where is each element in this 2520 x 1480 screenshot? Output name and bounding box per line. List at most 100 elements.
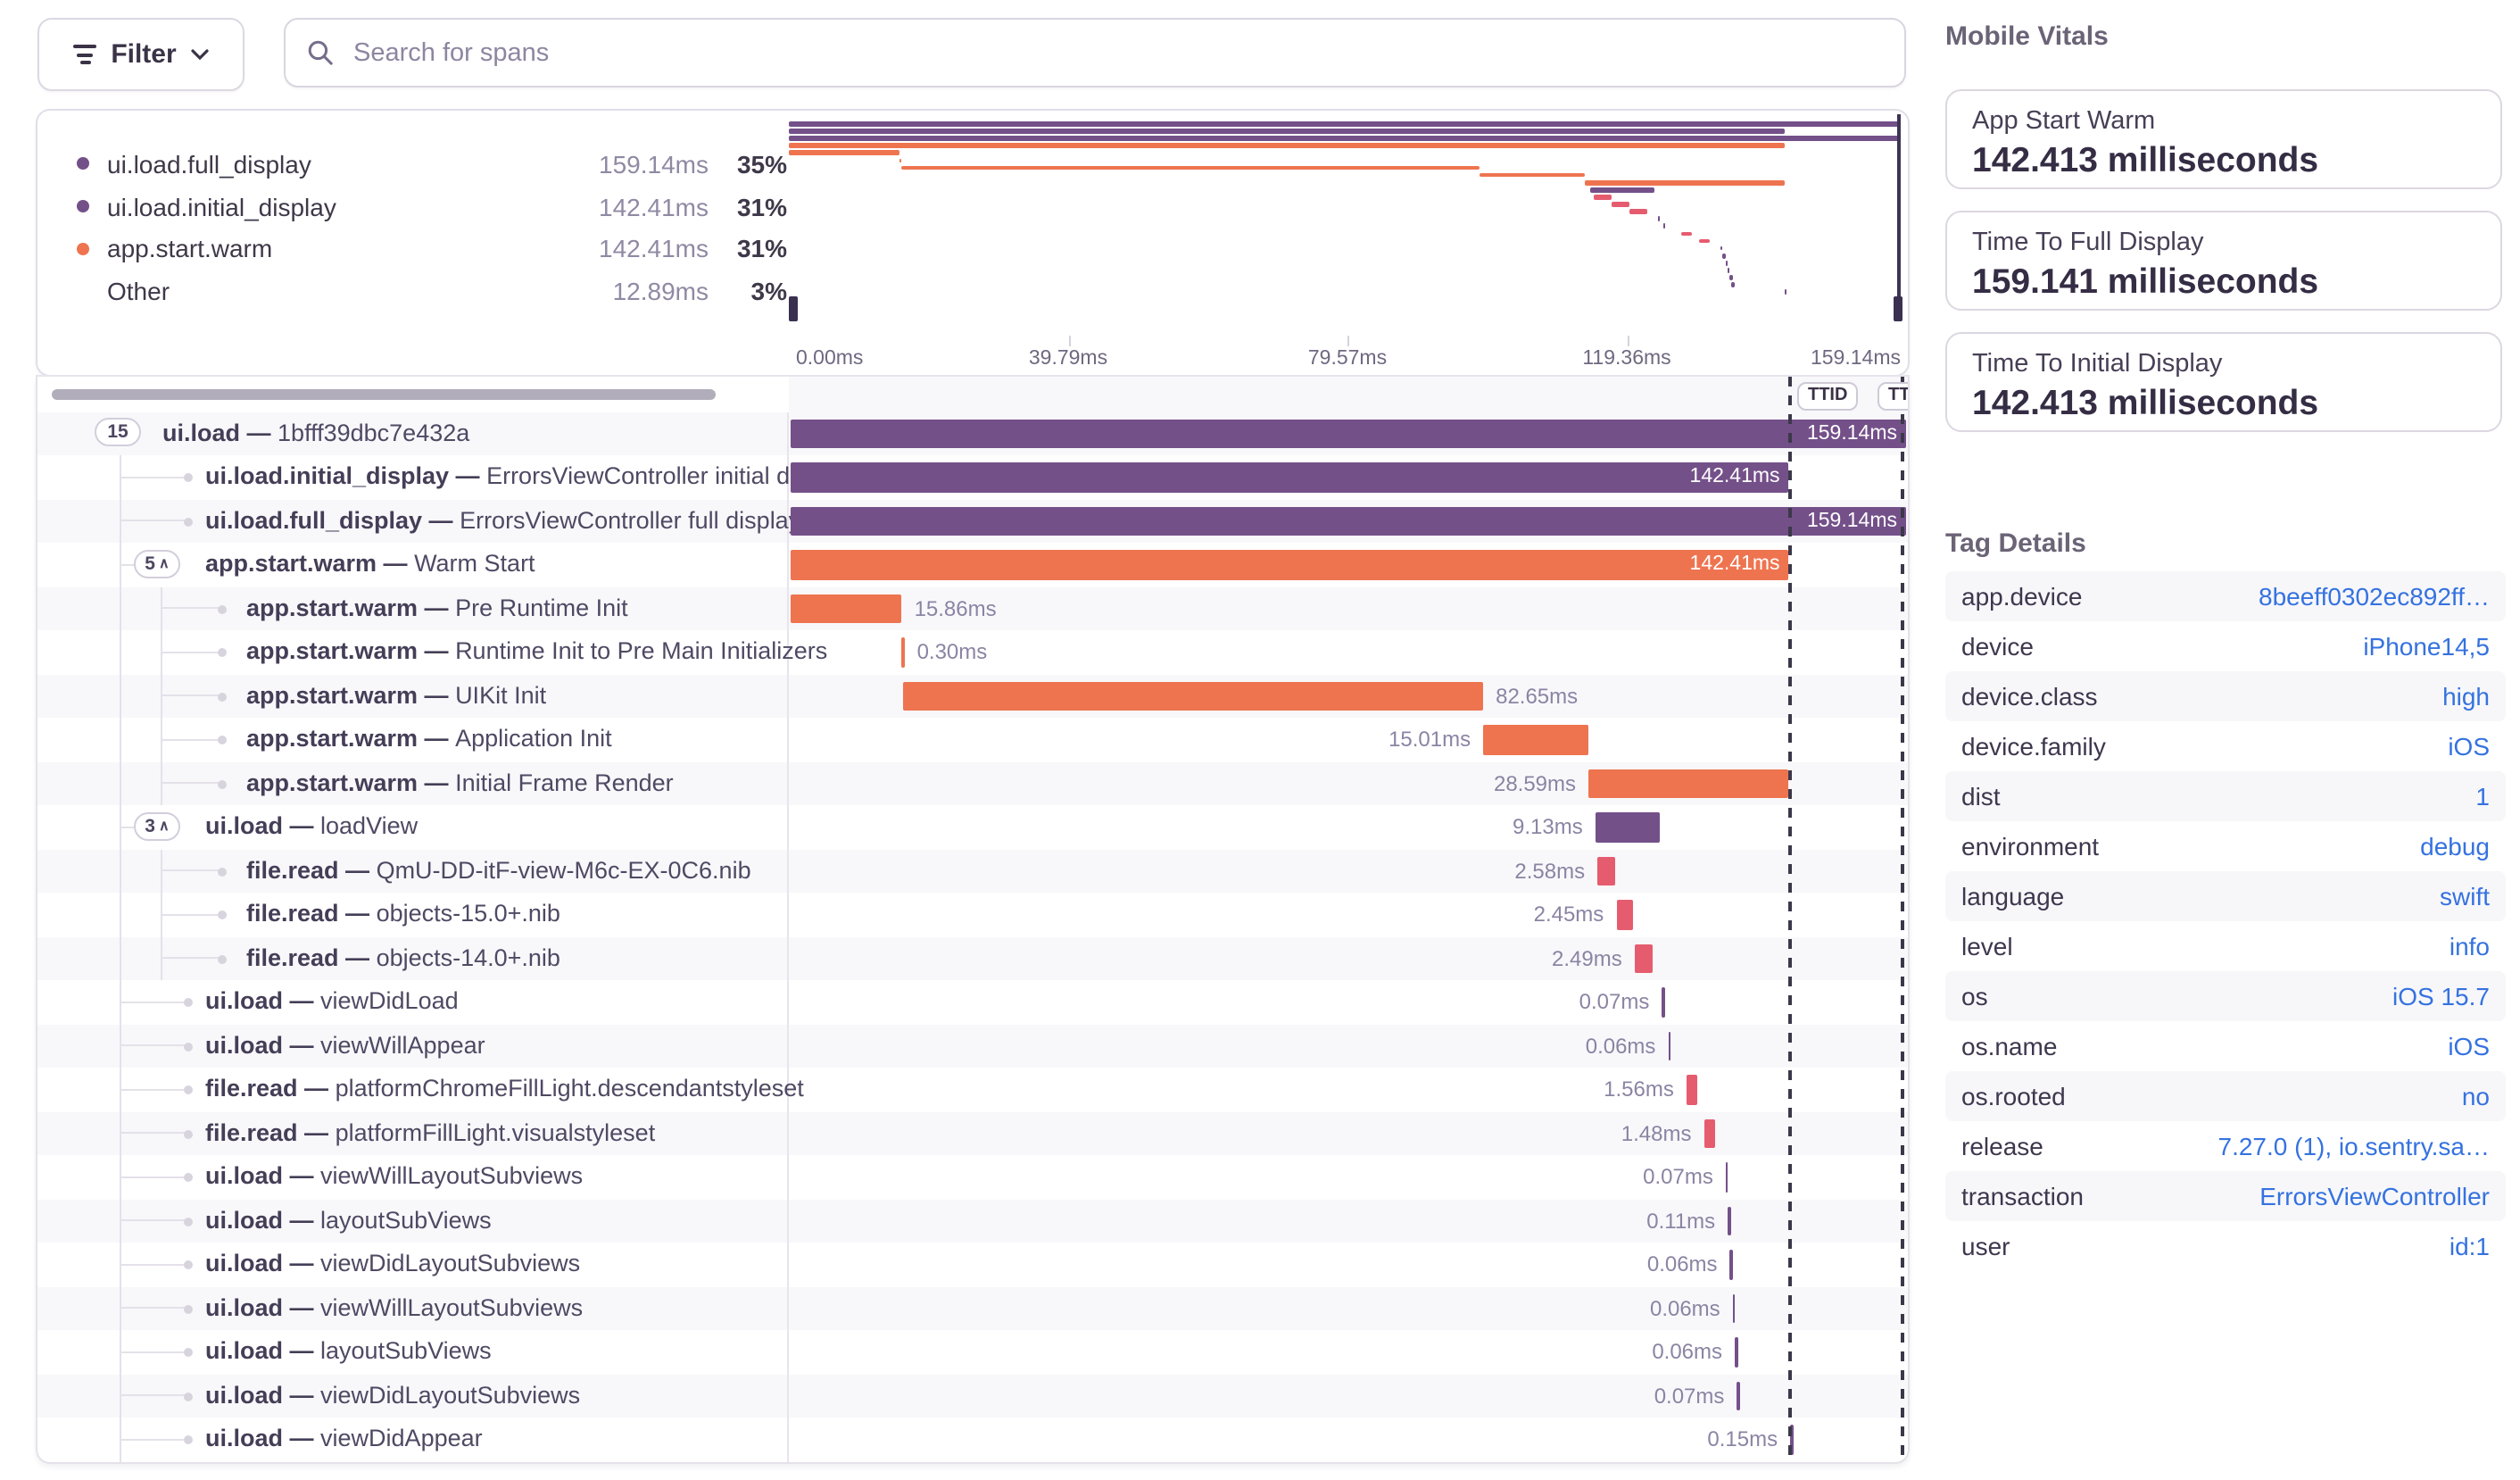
span-duration-bar[interactable]	[1616, 900, 1634, 929]
span-tree-cell[interactable]: ui.load — viewDidLayoutSubviews	[37, 1243, 789, 1286]
span-duration-bar[interactable]	[791, 594, 902, 623]
minimap-left-handle[interactable]	[789, 296, 797, 321]
tag-value-link[interactable]: swift	[2440, 882, 2490, 910]
span-duration-bar[interactable]	[1668, 1031, 1671, 1060]
ttfd-marker-pill[interactable]: TTFD	[1878, 381, 1908, 410]
tag-value-link[interactable]: iOS 15.7	[2392, 982, 2490, 1010]
filter-button[interactable]: Filter	[37, 18, 245, 91]
span-tree-cell[interactable]: ui.load — viewDidAppear	[37, 1418, 789, 1461]
span-duration-bar[interactable]	[1686, 1075, 1698, 1104]
span-duration-bar[interactable]	[1597, 856, 1616, 886]
span-tree-cell[interactable]: file.read — platformChromeFillLight.desc…	[37, 1068, 804, 1111]
tag-value-link[interactable]: 7.27.0 (1), io.sentry.sa…	[2217, 1132, 2491, 1160]
tree-connector-dot	[184, 517, 193, 526]
span-tree-cell[interactable]: app.start.warm — Initial Frame Render	[37, 761, 789, 805]
legend-item[interactable]: ui.load.full_display 159.14ms 35%	[77, 143, 787, 185]
tag-value-link[interactable]: iOS	[2448, 732, 2490, 761]
tag-value-link[interactable]: iPhone14,5	[2363, 632, 2490, 661]
tag-value-link[interactable]: id:1	[2449, 1232, 2490, 1260]
tag-value-link[interactable]: 1	[2475, 782, 2490, 811]
span-duration-bar[interactable]	[1634, 944, 1653, 973]
span-label: ui.load — 1bfff39dbc7e432a	[162, 412, 469, 455]
tag-value-link[interactable]: high	[2442, 682, 2490, 711]
tag-value-link[interactable]: ErrorsViewController	[2259, 1182, 2490, 1210]
span-duration-label: 15.86ms	[914, 595, 997, 620]
tag-value-link[interactable]: info	[2449, 932, 2490, 960]
span-duration-bar[interactable]	[1737, 1381, 1740, 1410]
span-count-badge[interactable]: 3 ∧	[134, 811, 180, 840]
span-duration-bar[interactable]	[1729, 1250, 1733, 1279]
span-duration-bar[interactable]	[1588, 769, 1789, 798]
span-description: viewDidAppear	[320, 1425, 483, 1451]
span-duration-bar[interactable]	[1703, 1118, 1715, 1148]
span-duration-bar[interactable]: 159.14ms	[791, 419, 1906, 448]
horizontal-scrollbar[interactable]	[52, 389, 716, 399]
span-tree-cell[interactable]: file.read — objects-15.0+.nib	[37, 893, 789, 936]
span-duration-bar[interactable]	[1732, 1293, 1736, 1323]
span-duration-bar[interactable]	[1735, 1337, 1737, 1367]
span-duration-bar[interactable]: 142.41ms	[791, 550, 1789, 579]
span-duration-bar[interactable]	[1595, 812, 1660, 842]
span-tree-cell[interactable]: ui.load — layoutSubViews	[37, 1199, 789, 1243]
span-duration-label: 2.49ms	[1552, 945, 1622, 970]
span-tree-cell[interactable]: 3 ∧ ui.load — loadView	[37, 805, 789, 849]
span-duration-bar[interactable]	[1662, 987, 1665, 1017]
span-tree-cell[interactable]: app.start.warm — Application Init	[37, 718, 789, 761]
search-input[interactable]	[350, 37, 1883, 69]
vital-value: 142.413 milliseconds	[1972, 141, 2319, 180]
span-tree-cell[interactable]: file.read — QmU-DD-itF-view-M6c-EX-0C6.n…	[37, 849, 789, 893]
tag-value-link[interactable]: no	[2461, 1082, 2490, 1110]
span-legend: ui.load.full_display 159.14ms 35% ui.load.i…	[77, 143, 787, 312]
span-description: objects-14.0+.nib	[376, 944, 560, 970]
span-duration-bar[interactable]	[1725, 1162, 1728, 1192]
span-duration-bar[interactable]	[901, 637, 905, 667]
axis-tick	[1068, 336, 1070, 346]
span-tree-cell[interactable]: ui.load.initial_display — ErrorsViewCont…	[37, 455, 851, 499]
span-tree-cell[interactable]: file.read — platformFillLight.visualstyl…	[37, 1111, 789, 1155]
span-count-badge[interactable]: 15	[95, 418, 141, 446]
tag-value-link[interactable]: 8beeff0302ec892ff…	[2259, 582, 2490, 611]
span-duration-bar[interactable]	[1728, 1206, 1731, 1235]
axis-tick-label: 79.57ms	[1307, 348, 1388, 370]
tag-value-link[interactable]: iOS	[2448, 1032, 2490, 1060]
span-tree-cell[interactable]: ui.load — viewDidLayoutSubviews	[37, 1374, 789, 1418]
span-op: ui.load —	[205, 1293, 321, 1320]
span-tree-cell[interactable]: ui.load — viewWillLayoutSubviews	[37, 1155, 789, 1199]
search-bar[interactable]	[284, 18, 1906, 87]
span-tree-cell[interactable]: app.start.warm — UIKit Init	[37, 674, 789, 718]
trace-minimap[interactable]	[789, 111, 1908, 375]
span-duration-label: 2.45ms	[1533, 902, 1604, 927]
span-tree-cell[interactable]: app.start.warm — Pre Runtime Init	[37, 586, 789, 630]
minimap-span-bar	[1590, 187, 1655, 193]
span-duration-bar[interactable]: 142.41ms	[791, 462, 1789, 492]
span-duration-bar[interactable]	[1483, 725, 1588, 754]
span-duration-bar[interactable]: 159.14ms	[791, 506, 1906, 536]
legend-item[interactable]: Other 12.89ms 3%	[77, 270, 787, 312]
minimap-span-bar	[1584, 179, 1784, 186]
span-tree-cell[interactable]: app.start.warm — Runtime Init to Pre Mai…	[37, 630, 827, 674]
span-duration-label: 142.41ms	[1689, 553, 1780, 576]
span-row: file.read — platformFillLight.visualstyl…	[37, 1111, 1908, 1155]
span-tree-cell[interactable]: ui.load.full_display — ErrorsViewControl…	[37, 499, 800, 543]
span-duration-bar[interactable]	[903, 681, 1484, 711]
span-tree-cell[interactable]: file.read — objects-14.0+.nib	[37, 936, 789, 980]
vital-card: Time To Full Display 159.141 milliseconds	[1945, 211, 2502, 311]
span-duration-label: 1.56ms	[1604, 1077, 1674, 1102]
ttid-marker-pill[interactable]: TTID	[1797, 381, 1859, 410]
span-tree-cell[interactable]: ui.load — viewWillAppear	[37, 1024, 789, 1068]
minimap-right-handle[interactable]	[1894, 296, 1902, 321]
span-tree-cell[interactable]: 5 ∧ app.start.warm — Warm Start	[37, 543, 789, 586]
span-tree-cell[interactable]: ui.load — layoutSubViews	[37, 1330, 789, 1374]
tag-value-link[interactable]: debug	[2420, 832, 2490, 861]
span-row: file.read — QmU-DD-itF-view-M6c-EX-0C6.n…	[37, 849, 1908, 893]
span-tree-cell[interactable]: ui.load — viewDidLoad	[37, 980, 789, 1024]
span-duration-bar[interactable]	[1790, 1425, 1794, 1454]
span-count-badge[interactable]: 5 ∧	[134, 549, 180, 578]
tree-connector-dot	[184, 473, 193, 482]
tree-connector-dot	[218, 648, 227, 657]
legend-item[interactable]: app.start.warm 142.41ms 31%	[77, 228, 787, 270]
span-op: file.read —	[246, 944, 377, 970]
span-tree-cell[interactable]: 15 ui.load — 1bfff39dbc7e432a	[37, 412, 789, 455]
span-tree-cell[interactable]: ui.load — viewWillLayoutSubviews	[37, 1286, 789, 1330]
legend-item[interactable]: ui.load.initial_display 142.41ms 31%	[77, 185, 787, 227]
